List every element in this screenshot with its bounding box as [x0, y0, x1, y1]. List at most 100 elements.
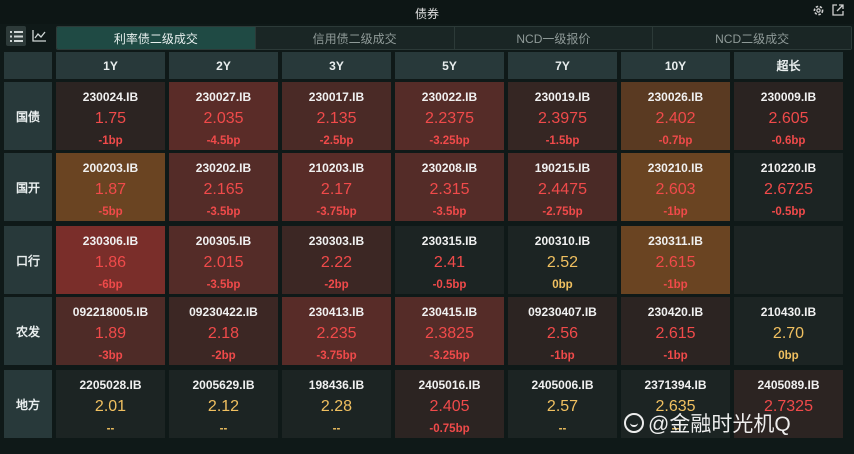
bond-change: 0bp: [552, 279, 573, 291]
chart-view-icon[interactable]: [29, 26, 49, 46]
column-header[interactable]: 3Y: [282, 52, 391, 79]
bond-change: -3bp: [98, 350, 123, 362]
title-bar: 债券: [0, 0, 854, 24]
bond-cell[interactable]: 200203.IB 1.87 -5bp: [56, 153, 165, 221]
bond-yield: 2.52: [546, 254, 579, 271]
bond-code: 2205028.IB: [79, 378, 142, 392]
bond-yield: 2.3825: [425, 325, 474, 342]
gear-icon[interactable]: [810, 4, 826, 20]
bond-yield: 2.035: [203, 110, 244, 127]
bond-cell[interactable]: 230306.IB 1.86 -6bp: [56, 226, 165, 294]
bond-cell[interactable]: 2205028.IB 2.01 --: [56, 370, 165, 438]
bond-change: -0.7bp: [658, 135, 693, 147]
bond-cell[interactable]: 230315.IB 2.41 -0.5bp: [395, 226, 504, 294]
bond-yield: 2.22: [320, 254, 353, 271]
bond-cell[interactable]: 200310.IB 2.52 0bp: [508, 226, 617, 294]
column-header[interactable]: 超长: [734, 52, 843, 79]
bond-cell[interactable]: 2405006.IB 2.57 --: [508, 370, 617, 438]
column-header[interactable]: 2Y: [169, 52, 278, 79]
bond-cell[interactable]: 200305.IB 2.015 -3.5bp: [169, 226, 278, 294]
bond-cell[interactable]: 230420.IB 2.615 -1bp: [621, 297, 730, 365]
bond-change: -1.5bp: [545, 135, 580, 147]
bond-cell[interactable]: 230311.IB 2.615 -1bp: [621, 226, 730, 294]
bond-code: 230210.IB: [647, 161, 704, 175]
bond-code: 230420.IB: [647, 305, 704, 319]
bond-code: 230026.IB: [647, 90, 704, 104]
bond-cell[interactable]: 230009.IB 2.605 -0.6bp: [734, 82, 843, 150]
bond-cell[interactable]: 2005629.IB 2.12 --: [169, 370, 278, 438]
tab-credit-bond-secondary[interactable]: 信用债二级成交: [255, 27, 455, 49]
bond-change: -0.5bp: [771, 206, 806, 218]
bond-change: -4.5bp: [206, 135, 241, 147]
bond-cell[interactable]: 09230422.IB 2.18 -2bp: [169, 297, 278, 365]
bond-code: 200305.IB: [195, 234, 252, 248]
bond-cell[interactable]: 230303.IB 2.22 -2bp: [282, 226, 391, 294]
bond-cell[interactable]: 230017.IB 2.135 -2.5bp: [282, 82, 391, 150]
bond-cell[interactable]: 230024.IB 1.75 -1bp: [56, 82, 165, 150]
bond-cell[interactable]: 230415.IB 2.3825 -3.25bp: [395, 297, 504, 365]
tab-ncd-primary-quote[interactable]: NCD一级报价: [454, 27, 654, 49]
bond-cell[interactable]: 210220.IB 2.6725 -0.5bp: [734, 153, 843, 221]
bond-yield: 2.405: [429, 398, 470, 415]
bond-change: -5bp: [98, 206, 123, 218]
bond-cell[interactable]: 09230407.IB 2.56 -1bp: [508, 297, 617, 365]
bond-cell[interactable]: 230208.IB 2.315 -3.5bp: [395, 153, 504, 221]
bond-cell[interactable]: 092218005.IB 1.89 -3bp: [56, 297, 165, 365]
bond-code: 210430.IB: [760, 305, 817, 319]
bond-cell[interactable]: 190215.IB 2.4475 -2.75bp: [508, 153, 617, 221]
bond-cell[interactable]: 230022.IB 2.2375 -3.25bp: [395, 82, 504, 150]
bond-yield: 2.3975: [538, 110, 587, 127]
bond-yield: 2.28: [320, 398, 353, 415]
tab-ncd-secondary[interactable]: NCD二级成交: [653, 27, 851, 49]
row-header[interactable]: 农发: [4, 297, 52, 365]
popout-icon[interactable]: [830, 4, 846, 20]
bond-yield: 2.41: [433, 254, 466, 271]
bond-cell[interactable]: 2405016.IB 2.405 -0.75bp: [395, 370, 504, 438]
bond-yield: 2.56: [546, 325, 579, 342]
bond-cell[interactable]: 210203.IB 2.17 -3.75bp: [282, 153, 391, 221]
bond-cell[interactable]: 198436.IB 2.28 --: [282, 370, 391, 438]
bond-change: --: [332, 423, 341, 435]
bond-cell[interactable]: 230210.IB 2.603 -1bp: [621, 153, 730, 221]
bond-yield: 1.89: [94, 325, 127, 342]
bond-code: 190215.IB: [534, 161, 591, 175]
bond-change: -3.25bp: [429, 135, 470, 147]
bond-code: 230027.IB: [195, 90, 252, 104]
bond-code: 2405089.IB: [757, 378, 820, 392]
bond-cell[interactable]: 230202.IB 2.165 -3.5bp: [169, 153, 278, 221]
bond-code: 2405016.IB: [418, 378, 481, 392]
row-header[interactable]: 口行: [4, 226, 52, 294]
bond-yield: 2.135: [316, 110, 357, 127]
tab-rate-bond-secondary[interactable]: 利率债二级成交: [57, 27, 256, 49]
bond-code: 09230407.IB: [528, 305, 597, 319]
bond-cell[interactable]: 230026.IB 2.402 -0.7bp: [621, 82, 730, 150]
bond-cell[interactable]: 230027.IB 2.035 -4.5bp: [169, 82, 278, 150]
bond-cell[interactable]: 2405089.IB 2.7325: [734, 370, 843, 438]
bond-code: 198436.IB: [308, 378, 365, 392]
bond-code: 210203.IB: [308, 161, 365, 175]
bond-cell[interactable]: 230019.IB 2.3975 -1.5bp: [508, 82, 617, 150]
bond-code: 210220.IB: [760, 161, 817, 175]
row-header[interactable]: 地方: [4, 370, 52, 438]
bond-code: 230019.IB: [534, 90, 591, 104]
grid-corner: [4, 52, 52, 79]
column-header[interactable]: 10Y: [621, 52, 730, 79]
bond-change: -0.5bp: [432, 279, 467, 291]
list-view-icon[interactable]: [6, 26, 26, 46]
column-header[interactable]: 7Y: [508, 52, 617, 79]
bond-cell[interactable]: 230413.IB 2.235 -3.75bp: [282, 297, 391, 365]
bond-yield: 2.235: [316, 325, 357, 342]
bond-yield: 2.6725: [764, 181, 813, 198]
bond-code: 092218005.IB: [72, 305, 149, 319]
column-header[interactable]: 1Y: [56, 52, 165, 79]
bond-cell[interactable]: 210430.IB 2.70 0bp: [734, 297, 843, 365]
bond-change: -1bp: [550, 350, 575, 362]
row-header[interactable]: 国开: [4, 153, 52, 221]
bond-yield: 2.2375: [425, 110, 474, 127]
bond-code: 230315.IB: [421, 234, 478, 248]
bond-code: 230311.IB: [648, 234, 703, 248]
row-header[interactable]: 国债: [4, 82, 52, 150]
bond-change: -3.25bp: [429, 350, 470, 362]
bond-code: 230022.IB: [421, 90, 478, 104]
column-header[interactable]: 5Y: [395, 52, 504, 79]
